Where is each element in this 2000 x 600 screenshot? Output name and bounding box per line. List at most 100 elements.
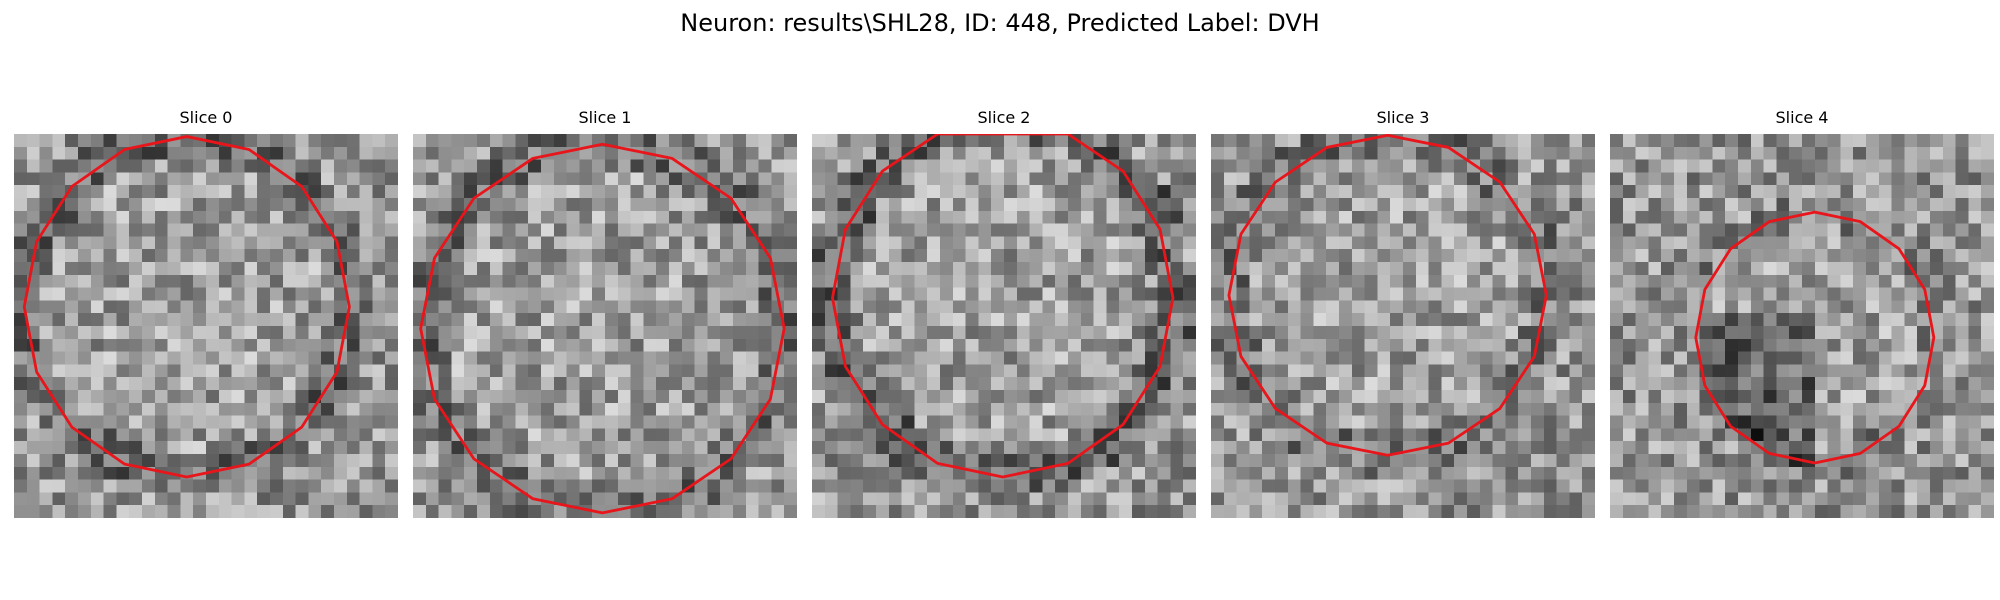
image-pixel (541, 505, 555, 518)
image-pixel (1351, 466, 1365, 480)
image-pixel (346, 351, 360, 365)
image-pixel (1080, 300, 1094, 314)
image-pixel (541, 402, 555, 416)
image-pixel (1904, 146, 1918, 160)
image-pixel (1505, 262, 1519, 276)
image-pixel (65, 505, 79, 518)
image-pixel (812, 390, 826, 404)
image-pixel (541, 351, 555, 365)
image-pixel (1622, 351, 1636, 365)
image-pixel (1750, 428, 1764, 442)
image-pixel (914, 377, 928, 391)
image-pixel (1300, 390, 1314, 404)
image-pixel (1029, 274, 1043, 288)
image-pixel (1080, 479, 1094, 493)
image-pixel (733, 377, 747, 391)
image-pixel (1364, 185, 1378, 199)
image-pixel (528, 159, 542, 173)
image-pixel (1543, 466, 1557, 480)
image-pixel (1622, 313, 1636, 327)
image-pixel (1930, 377, 1944, 391)
image-pixel (1170, 454, 1184, 468)
image-pixel (940, 377, 954, 391)
image-pixel (1275, 159, 1289, 173)
image-pixel (592, 338, 606, 352)
image-pixel (1275, 415, 1289, 429)
image-pixel (142, 428, 156, 442)
image-pixel (707, 223, 721, 237)
image-pixel (206, 287, 220, 301)
image-pixel (359, 415, 373, 429)
image-pixel (425, 134, 439, 148)
image-pixel (502, 479, 516, 493)
image-pixel (824, 159, 838, 173)
image-pixel (1569, 326, 1583, 340)
image-pixel (1236, 479, 1250, 493)
image-pixel (1968, 415, 1982, 429)
image-pixel (1648, 479, 1662, 493)
image-pixel (1390, 454, 1404, 468)
image-pixel (824, 377, 838, 391)
image-pixel (1454, 351, 1468, 365)
image-pixel (1802, 338, 1816, 352)
image-pixel (1582, 146, 1595, 160)
image-pixel (1518, 172, 1532, 186)
image-pixel (1183, 390, 1196, 404)
image-pixel (630, 287, 644, 301)
image-pixel (1968, 185, 1982, 199)
image-pixel (477, 479, 491, 493)
image-pixel (1814, 466, 1828, 480)
image-pixel (385, 185, 398, 199)
image-pixel (940, 390, 954, 404)
image-pixel (837, 454, 851, 468)
image-pixel (758, 185, 772, 199)
image-pixel (1891, 364, 1905, 378)
image-pixel (1776, 505, 1790, 518)
image-pixel (1236, 415, 1250, 429)
image-pixel (1981, 274, 1994, 288)
image-pixel (952, 338, 966, 352)
image-pixel (1853, 326, 1867, 340)
image-pixel (1853, 492, 1867, 506)
image-pixel (605, 185, 619, 199)
image-pixel (541, 274, 555, 288)
image-pixel (1556, 415, 1570, 429)
image-pixel (1029, 364, 1043, 378)
image-pixel (720, 198, 734, 212)
image-pixel (837, 505, 851, 518)
image-pixel (876, 351, 890, 365)
image-pixel (888, 505, 902, 518)
image-pixel (1930, 390, 1944, 404)
image-pixel (1878, 466, 1892, 480)
image-pixel (927, 505, 941, 518)
image-pixel (413, 351, 427, 365)
image-pixel (1661, 415, 1675, 429)
image-pixel (282, 146, 296, 160)
image-pixel (167, 185, 181, 199)
image-pixel (464, 402, 478, 416)
image-pixel (1622, 223, 1636, 237)
image-pixel (1144, 249, 1158, 263)
image-pixel (927, 274, 941, 288)
image-pixel (1170, 415, 1184, 429)
image-pixel (78, 236, 92, 250)
image-pixel (1610, 402, 1624, 416)
image-pixel (1891, 185, 1905, 199)
image-pixel (1531, 287, 1545, 301)
image-pixel (1505, 172, 1519, 186)
image-pixel (991, 479, 1005, 493)
image-pixel (681, 505, 695, 518)
image-pixel (1802, 492, 1816, 506)
image-pixel (617, 338, 631, 352)
image-pixel (1428, 428, 1442, 442)
image-pixel (850, 159, 864, 173)
image-pixel (1080, 415, 1094, 429)
image-pixel (438, 313, 452, 327)
image-pixel (1814, 236, 1828, 250)
image-pixel (257, 172, 271, 186)
image-pixel (1866, 326, 1880, 340)
image-pixel (991, 146, 1005, 160)
image-pixel (1648, 454, 1662, 468)
image-pixel (1763, 505, 1777, 518)
image-pixel (1699, 185, 1713, 199)
